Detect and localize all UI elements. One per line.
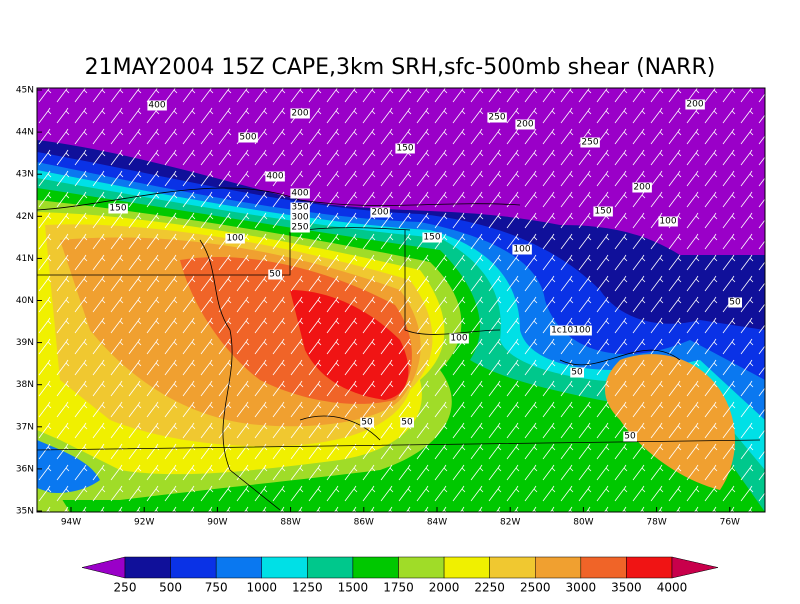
contour-label: 50	[269, 270, 281, 280]
lat-label: 43N	[16, 170, 34, 180]
contour-label: 200	[633, 183, 650, 193]
colorbar-label: 750	[205, 581, 228, 595]
colorbar-box	[626, 556, 673, 579]
lon-label: 92W	[134, 518, 154, 528]
colorbar-box	[443, 556, 490, 579]
colorbar-label: 1000	[246, 581, 277, 595]
contour-label: 150	[594, 207, 611, 217]
contour-label: 250	[581, 138, 598, 148]
colorbar-label: 3500	[611, 581, 642, 595]
lat-label: 40N	[16, 296, 34, 306]
contour-label: 400	[148, 101, 165, 111]
colorbar-box	[352, 556, 399, 579]
lon-label: 80W	[573, 518, 593, 528]
lon-label: 84W	[427, 518, 447, 528]
lat-label: 36N	[16, 464, 34, 474]
contour-label: 100	[659, 217, 676, 227]
colorbar-end	[81, 556, 126, 579]
contour-label: 50	[361, 418, 373, 428]
colorbar-label: 250	[114, 581, 137, 595]
contour-label: 400	[266, 172, 283, 182]
contour-label: 50	[624, 432, 636, 442]
colorbar-box	[489, 556, 536, 579]
lat-label: 44N	[16, 128, 34, 138]
contour-label: 150	[109, 204, 126, 214]
contour-label: 50	[729, 298, 741, 308]
contour-label: 400	[291, 189, 308, 199]
colorbar-label: 2000	[429, 581, 460, 595]
lon-label: 94W	[61, 518, 81, 528]
map-title: 21MAY2004 15Z CAPE,3km SRH,sfc-500mb she…	[85, 55, 716, 80]
lon-label: 86W	[354, 518, 374, 528]
lon-label: 76W	[720, 518, 740, 528]
axes: 45N 44N 43N 42N 41N 40N 39N 38N 37N 36N 35N 94W 92W 9…	[16, 86, 740, 528]
lat-label: 39N	[16, 338, 34, 348]
colorbar-label: 2500	[520, 581, 551, 595]
colorbar-box	[261, 556, 308, 579]
colorbar-label: 500	[159, 581, 182, 595]
contour-label: 500	[239, 133, 256, 143]
contour-label: 250	[488, 113, 505, 123]
lat-label: 45N	[16, 86, 34, 96]
contour-label: 200	[291, 109, 308, 119]
colorbar-box	[124, 556, 171, 579]
colorbar-label: 1750	[383, 581, 414, 595]
contour-label: 100	[450, 334, 467, 344]
lat-label: 38N	[16, 380, 34, 390]
colorbar-box	[170, 556, 217, 579]
colorbar: 250 500 750 1000 1250 1500 1750 2000 2250 2500 300…	[81, 556, 719, 595]
colorbar-box	[535, 556, 582, 579]
lat-label: 37N	[16, 422, 34, 432]
colorbar-box	[307, 556, 354, 579]
contour-label: 1c100	[551, 326, 579, 336]
colorbar-box	[580, 556, 627, 579]
contour-label: 50	[401, 418, 413, 428]
contour-label: 100	[513, 245, 530, 255]
lat-label: 35N	[16, 507, 34, 517]
contour-label: 150	[423, 233, 440, 243]
colorbar-end	[671, 556, 719, 579]
contour-label: 250	[291, 223, 308, 233]
contour-labels: 400 200 250 200 200 500 150 250 400 200 …	[108, 99, 742, 442]
lon-label: 88W	[280, 518, 300, 528]
colorbar-label: 4000	[657, 581, 688, 595]
contour-label: 50	[571, 368, 583, 378]
contour-label: 200	[686, 100, 703, 110]
colorbar-label: 3000	[566, 581, 597, 595]
lat-label: 42N	[16, 212, 34, 222]
colorbar-box	[215, 556, 263, 579]
colorbar-label: 1500	[338, 581, 369, 595]
contour-label: 100	[573, 326, 590, 336]
contour-label: 100	[226, 234, 243, 244]
contour-label: 150	[396, 144, 413, 154]
contour-label: 300	[291, 213, 308, 223]
colorbar-box	[398, 556, 445, 579]
colorbar-label: 1250	[292, 581, 323, 595]
colorbar-label: 2250	[474, 581, 505, 595]
lon-label: 90W	[207, 518, 227, 528]
contour-label: 350	[291, 203, 308, 213]
contour-label: 200	[516, 120, 533, 130]
lon-label: 82W	[500, 518, 520, 528]
field	[37, 88, 765, 512]
lat-label: 41N	[16, 254, 34, 264]
lon-label: 78W	[646, 518, 666, 528]
contour-label: 200	[371, 208, 388, 218]
